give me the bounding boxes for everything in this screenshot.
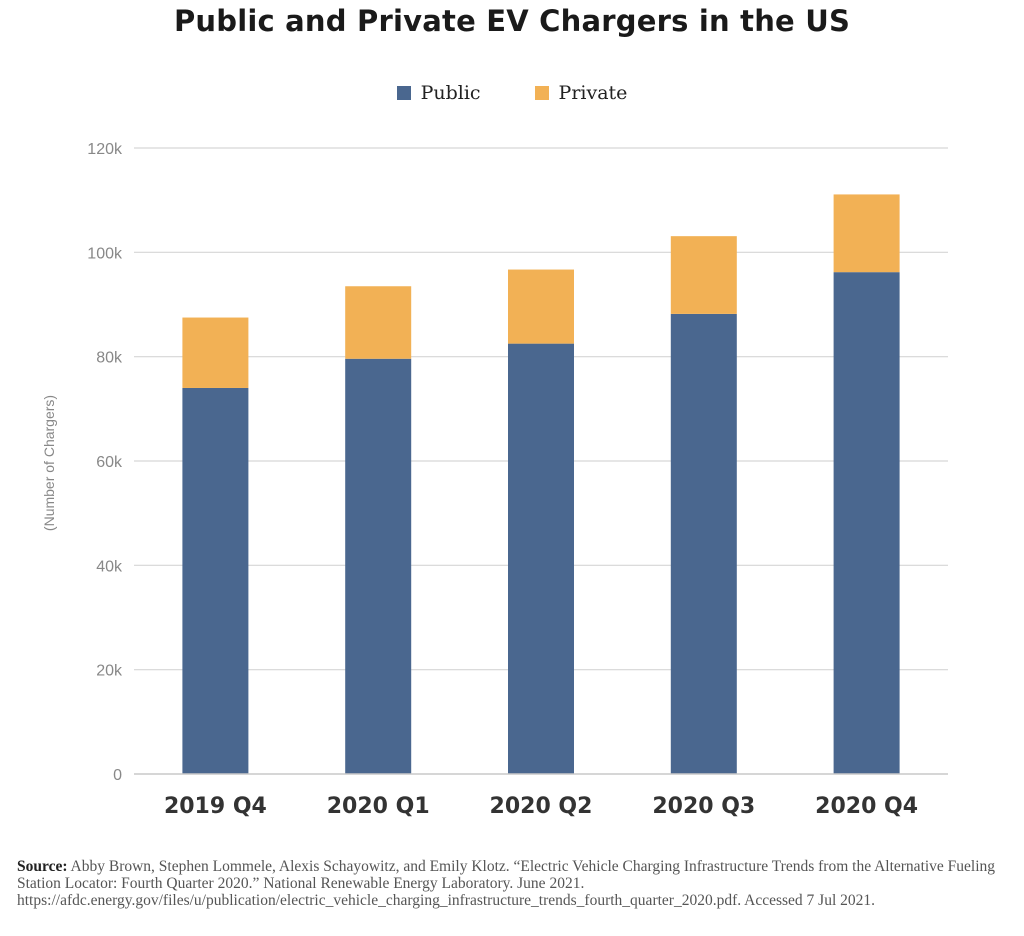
bar-public <box>345 358 412 774</box>
legend-item-private: Private <box>534 82 628 104</box>
x-tick-label: 2020 Q2 <box>490 794 593 819</box>
bar-public <box>508 343 574 774</box>
y-axis-label: (Number of Chargers) <box>41 395 57 531</box>
legend: Public Private <box>0 82 1024 104</box>
y-tick-label: 60k <box>96 454 123 471</box>
bar-private <box>182 317 249 388</box>
x-tick-label: 2020 Q1 <box>327 794 430 819</box>
legend-label-private: Private <box>558 82 628 104</box>
x-tick-label: 2019 Q4 <box>164 794 267 819</box>
y-tick-label: 100k <box>87 245 123 262</box>
y-tick-label: 20k <box>96 663 123 680</box>
bar-public <box>833 272 900 774</box>
chart-plot: 0 20k 40k 60k 80k 100k 120k (Number of Chargers… <box>41 141 948 819</box>
chart-title: Public and Private EV Chargers in the US <box>173 4 851 38</box>
legend-swatch-private <box>534 86 549 100</box>
legend-item-public: Public <box>396 82 481 104</box>
bar-private <box>345 286 412 359</box>
y-tick-label: 120k <box>87 141 123 158</box>
source-note: Source: Abby Brown, Stephen Lommele, Ale… <box>17 858 1007 909</box>
y-tick-label: 80k <box>96 350 123 367</box>
x-tick-label: 2020 Q4 <box>815 794 918 819</box>
bar-public <box>670 313 737 774</box>
legend-swatch-public <box>396 86 411 100</box>
bar-private <box>508 269 574 344</box>
bar-private <box>670 236 737 314</box>
source-text: Abby Brown, Stephen Lommele, Alexis Scha… <box>17 858 996 909</box>
bar-private <box>833 194 900 273</box>
y-tick-label: 0 <box>113 767 122 784</box>
source-label: Source: <box>17 858 68 875</box>
x-tick-label: 2020 Q3 <box>652 794 755 819</box>
legend-label-public: Public <box>420 82 481 104</box>
bar-public <box>182 387 249 774</box>
y-tick-label: 40k <box>96 558 123 575</box>
